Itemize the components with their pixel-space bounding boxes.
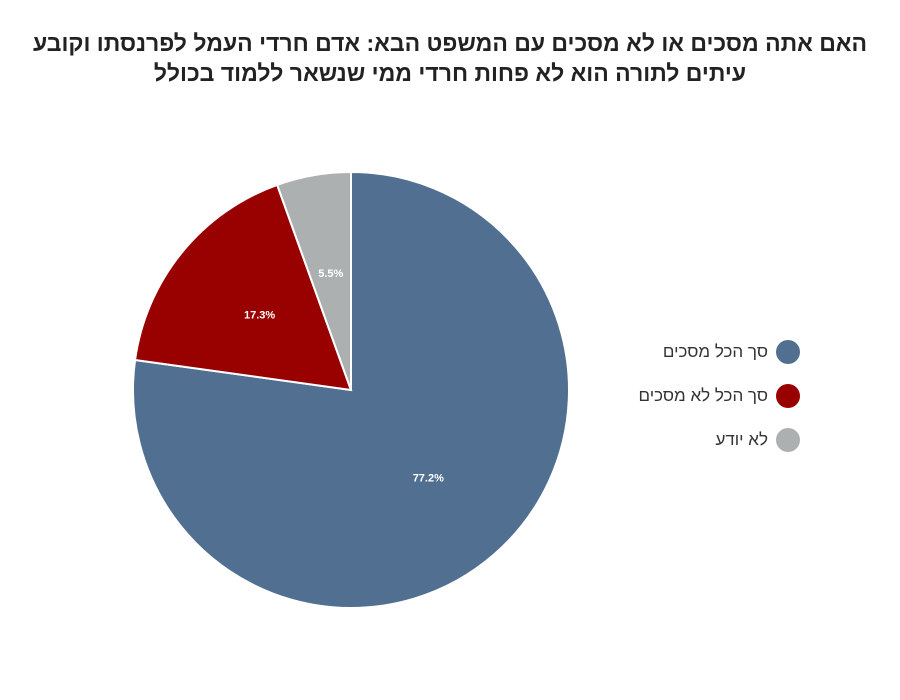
legend-label-agree: סך הכל מסכים <box>662 342 768 361</box>
slice-label-dont-know: 5.5% <box>318 268 343 280</box>
legend-label-disagree: סך הכל לא מסכים <box>638 386 768 405</box>
legend-swatch-dont-know <box>776 428 800 452</box>
pie-slice-disagree <box>133 183 353 392</box>
legend-item-agree: סך הכל מסכים <box>600 330 800 374</box>
legend-item-dont-know: לא יודע <box>600 418 800 462</box>
pie-labels: 77.2% 17.3% 5.5% <box>244 268 444 485</box>
pie-slice-dont-know <box>275 170 352 391</box>
slice-label-disagree: 17.3% <box>244 310 275 322</box>
legend-swatch-disagree <box>776 384 800 408</box>
legend-item-disagree: סך הכל לא מסכים <box>600 374 800 418</box>
legend-swatch-agree <box>776 340 800 364</box>
chart-title: האם אתה מסכים או לא מסכים עם המשפט הבא: … <box>33 30 867 86</box>
pie-slices <box>132 170 570 609</box>
legend-label-dont-know: לא יודע <box>715 430 768 449</box>
slice-label-agree: 77.2% <box>413 473 444 485</box>
chart-legend: סך הכל מסכים סך הכל לא מסכים לא יודע <box>600 330 800 462</box>
